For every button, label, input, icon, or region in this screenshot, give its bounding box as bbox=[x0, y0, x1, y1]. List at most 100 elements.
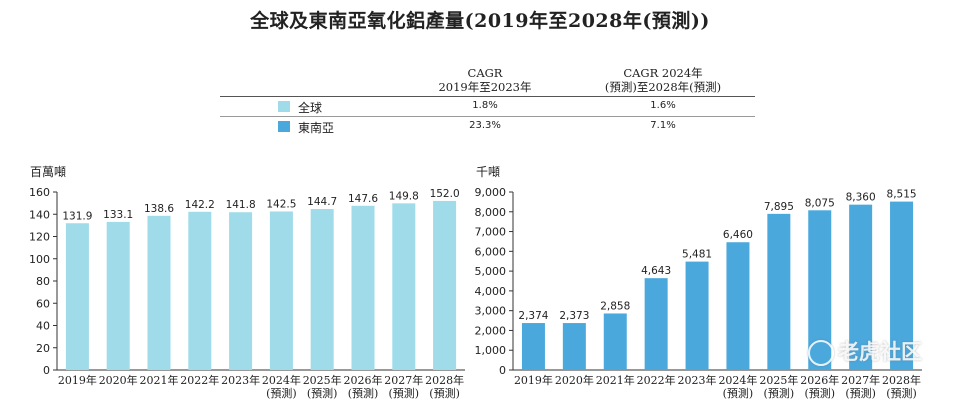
watermark-text: 老虎社区 bbox=[838, 340, 922, 364]
cagr-sea-2024-2028: 7.1% bbox=[650, 120, 676, 131]
x-tick-label: (預測) bbox=[266, 386, 297, 400]
bar-value-label: 8,515 bbox=[887, 189, 917, 201]
x-tick-label: 2025年 bbox=[759, 373, 798, 387]
bar bbox=[726, 242, 750, 370]
bar bbox=[521, 323, 545, 370]
y-tick-label: 1,000 bbox=[475, 344, 507, 357]
bar-value-label: 7,895 bbox=[764, 201, 794, 213]
x-tick-label: 2028年 bbox=[425, 373, 464, 387]
y-tick-label: 4,000 bbox=[475, 285, 507, 298]
bar-value-label: 133.1 bbox=[103, 209, 133, 221]
x-tick-label: (預測) bbox=[764, 386, 795, 400]
bar bbox=[890, 201, 914, 370]
watermark-logo-icon bbox=[808, 340, 834, 366]
right-chart-unit: 千噸 bbox=[476, 165, 501, 179]
y-tick-label: 0 bbox=[43, 364, 50, 377]
y-tick-label: 6,000 bbox=[475, 245, 507, 258]
x-tick-label: 2025年 bbox=[303, 373, 342, 387]
bar-value-label: 5,481 bbox=[682, 249, 712, 261]
bar bbox=[603, 313, 627, 370]
y-tick-label: 60 bbox=[36, 297, 50, 310]
y-tick-label: 2,000 bbox=[475, 324, 507, 337]
bar bbox=[685, 261, 709, 370]
bar bbox=[106, 221, 130, 370]
bar-value-label: 2,858 bbox=[600, 300, 630, 312]
y-tick-label: 20 bbox=[36, 342, 50, 355]
legend-swatch-global bbox=[278, 101, 290, 112]
x-tick-label: 2021年 bbox=[596, 373, 635, 387]
cagr-col2-line1: CAGR 2024年 bbox=[623, 66, 703, 80]
x-tick-label: 2024年 bbox=[262, 373, 301, 387]
bar-value-label: 8,075 bbox=[805, 197, 835, 209]
y-tick-label: 3,000 bbox=[475, 305, 507, 318]
x-tick-label: (預測) bbox=[429, 386, 460, 400]
x-tick-label: 2023年 bbox=[221, 373, 260, 387]
y-tick-label: 7,000 bbox=[475, 226, 507, 239]
bar-value-label: 147.6 bbox=[348, 193, 378, 205]
x-tick-label: 2020年 bbox=[99, 373, 138, 387]
cagr-row-global: 全球 1.8% 1.6% bbox=[220, 97, 755, 117]
x-tick-label: 2019年 bbox=[58, 373, 97, 387]
cagr-global-2024-2028: 1.6% bbox=[650, 100, 676, 111]
y-tick-label: 120 bbox=[29, 231, 50, 244]
bar-value-label: 152.0 bbox=[430, 188, 460, 200]
legend-swatch-sea bbox=[278, 121, 290, 132]
bar-value-label: 138.6 bbox=[144, 203, 174, 215]
x-tick-label: (預測) bbox=[845, 386, 876, 400]
x-tick-label: (預測) bbox=[348, 386, 379, 400]
legend-label-global: 全球 bbox=[298, 101, 323, 115]
bar bbox=[808, 210, 832, 370]
bar-value-label: 2,373 bbox=[559, 310, 589, 322]
bar-value-label: 142.2 bbox=[185, 199, 215, 211]
x-tick-label: 2021年 bbox=[140, 373, 179, 387]
bar bbox=[433, 200, 457, 370]
y-tick-label: 9,000 bbox=[475, 186, 507, 199]
left-chart-unit: 百萬噸 bbox=[30, 165, 67, 179]
bar bbox=[229, 212, 253, 370]
cagr-table-header: CAGR 2019年至2023年 CAGR 2024年 (預測)至2028年(預… bbox=[220, 66, 755, 97]
y-tick-label: 100 bbox=[29, 253, 50, 266]
bar bbox=[849, 204, 873, 370]
x-tick-label: 2027年 bbox=[384, 373, 423, 387]
bar bbox=[351, 205, 375, 370]
cagr-row-sea: 東南亞 23.3% 7.1% bbox=[220, 117, 755, 136]
y-tick-label: 0 bbox=[499, 364, 506, 377]
bar bbox=[392, 203, 416, 370]
bar bbox=[562, 323, 586, 370]
bar-value-label: 144.7 bbox=[307, 196, 337, 208]
cagr-col1-line1: CAGR bbox=[467, 66, 503, 80]
bar-value-label: 149.8 bbox=[389, 190, 419, 202]
bar-value-label: 131.9 bbox=[62, 210, 92, 222]
x-tick-label: (預測) bbox=[389, 386, 420, 400]
x-tick-label: (預測) bbox=[307, 386, 338, 400]
bar bbox=[188, 211, 212, 370]
bar-value-label: 8,360 bbox=[846, 192, 876, 204]
cagr-col1-line2: 2019年至2023年 bbox=[438, 80, 532, 94]
bar-value-label: 2,374 bbox=[518, 310, 548, 322]
x-tick-label: 2026年 bbox=[344, 373, 383, 387]
watermark: 老虎社区 bbox=[808, 336, 922, 366]
cagr-global-2019-2023: 1.8% bbox=[472, 100, 498, 111]
cagr-col2-line2: (預測)至2028年(預測) bbox=[604, 80, 722, 94]
y-tick-label: 40 bbox=[36, 320, 50, 333]
bar bbox=[269, 211, 293, 370]
x-tick-label: 2024年 bbox=[718, 373, 757, 387]
x-tick-label: (預測) bbox=[886, 386, 917, 400]
bar bbox=[147, 215, 171, 370]
chart-title: 全球及東南亞氧化鋁產量(2019年至2028年(預測)) bbox=[250, 10, 710, 32]
y-tick-label: 140 bbox=[29, 208, 50, 221]
bar bbox=[65, 223, 89, 370]
bar bbox=[310, 209, 334, 370]
global-production-chart: 0 20 40 60 80 100 120 140 160 131.9 2019年 133.1 2020… bbox=[29, 186, 465, 400]
x-tick-label: 2028年 bbox=[882, 373, 921, 387]
x-tick-label: 2027年 bbox=[841, 373, 880, 387]
x-tick-label: 2020年 bbox=[555, 373, 594, 387]
y-tick-label: 5,000 bbox=[475, 265, 507, 278]
x-tick-label: 2026年 bbox=[800, 373, 839, 387]
bar-value-label: 142.5 bbox=[266, 198, 296, 210]
bar bbox=[767, 213, 791, 370]
x-tick-label: (預測) bbox=[723, 386, 754, 400]
y-tick-label: 160 bbox=[29, 186, 50, 199]
bar-value-label: 6,460 bbox=[723, 229, 753, 241]
